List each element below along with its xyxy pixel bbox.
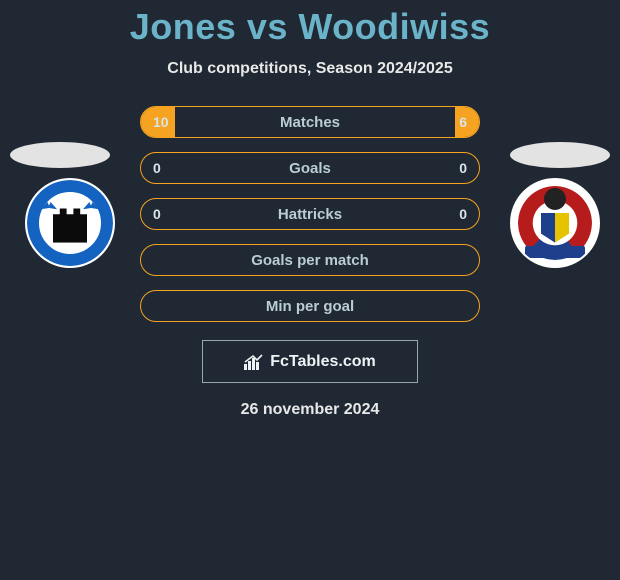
stat-value-left: 0 bbox=[153, 160, 161, 176]
stat-value-right: 0 bbox=[459, 160, 467, 176]
club-badge-left-graphic bbox=[25, 178, 115, 268]
player-left-ellipse bbox=[10, 142, 110, 168]
stat-label: Goals per match bbox=[251, 252, 369, 269]
stat-label: Matches bbox=[280, 114, 340, 131]
club-badge-left bbox=[25, 178, 115, 268]
page-title: Jones vs Woodiwiss bbox=[0, 6, 620, 48]
stat-row: 0 Hattricks 0 bbox=[140, 198, 480, 230]
stat-value-left: 0 bbox=[153, 206, 161, 222]
chart-icon bbox=[244, 354, 264, 370]
stat-value-left: 10 bbox=[153, 114, 169, 130]
stat-label: Goals bbox=[289, 160, 331, 177]
stat-value-right: 0 bbox=[459, 206, 467, 222]
header: Jones vs Woodiwiss Club competitions, Se… bbox=[0, 0, 620, 78]
stat-row: Goals per match bbox=[140, 244, 480, 276]
brand-text: FcTables.com bbox=[270, 353, 376, 371]
club-badge-right bbox=[510, 178, 600, 268]
stats-rows: 10 Matches 6 0 Goals 0 0 Hattricks 0 Goals per ma… bbox=[140, 106, 480, 322]
stat-label: Hattricks bbox=[278, 206, 342, 223]
page-subtitle: Club competitions, Season 2024/2025 bbox=[0, 60, 620, 78]
date-text: 26 november 2024 bbox=[0, 401, 620, 419]
club-badge-right-graphic bbox=[510, 178, 600, 268]
stat-value-right: 6 bbox=[459, 114, 467, 130]
stat-row: 0 Goals 0 bbox=[140, 152, 480, 184]
stat-label: Min per goal bbox=[266, 298, 354, 315]
stat-row: 10 Matches 6 bbox=[140, 106, 480, 138]
player-right-ellipse bbox=[510, 142, 610, 168]
content: 10 Matches 6 0 Goals 0 0 Hattricks 0 Goals per ma… bbox=[0, 106, 620, 419]
stat-row: Min per goal bbox=[140, 290, 480, 322]
brand-badge: FcTables.com bbox=[202, 340, 418, 383]
